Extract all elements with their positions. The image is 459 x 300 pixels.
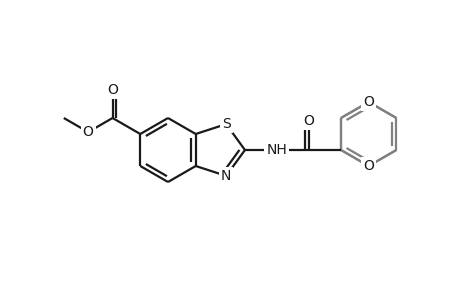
Text: O: O (363, 159, 373, 173)
Text: O: O (363, 95, 373, 109)
Text: NH: NH (266, 143, 287, 157)
Text: N: N (220, 169, 231, 183)
Text: O: O (303, 114, 313, 128)
Text: O: O (83, 125, 94, 139)
Text: S: S (221, 117, 230, 131)
Text: O: O (107, 83, 118, 97)
